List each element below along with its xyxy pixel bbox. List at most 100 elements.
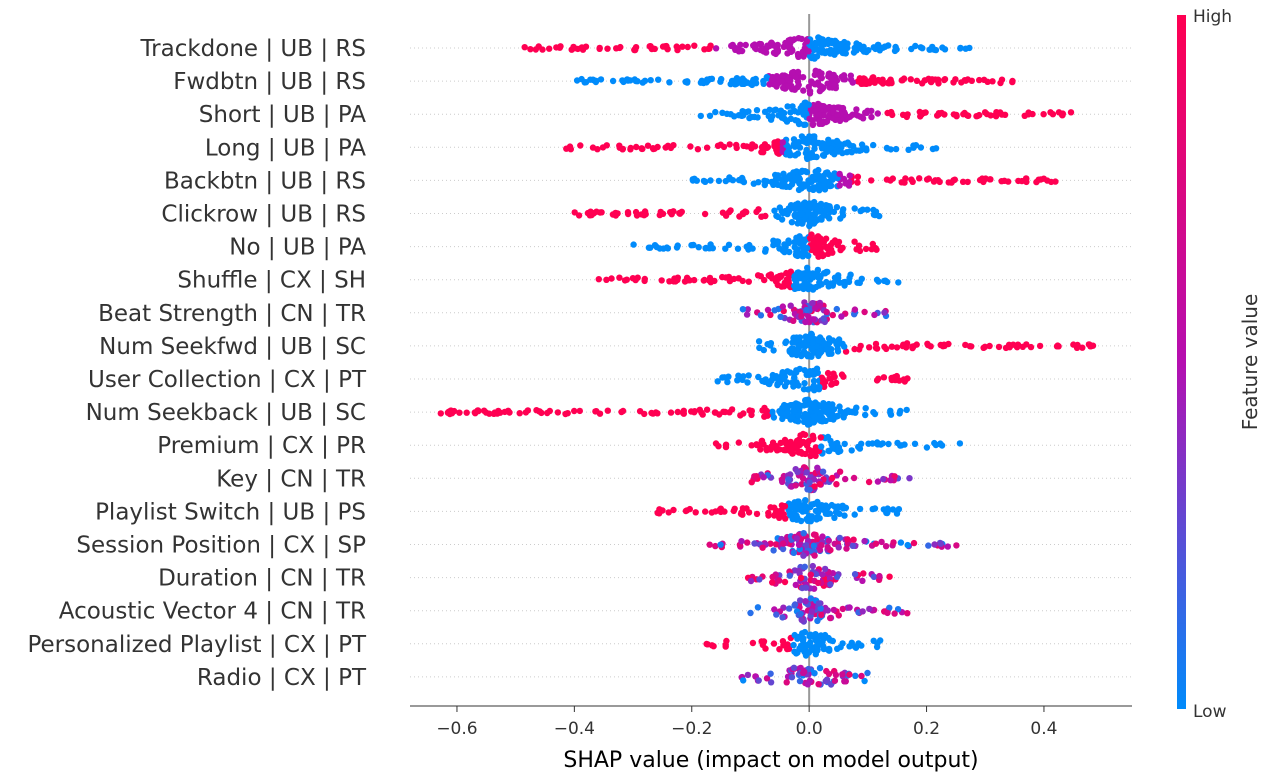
shap-point [589,144,597,151]
shap-point [785,83,792,90]
shap-point [976,76,983,84]
shap-point [703,76,711,83]
shap-point [815,34,822,41]
shap-point [553,44,560,51]
shap-point [798,210,805,218]
shap-point [796,597,804,604]
shap-point [726,141,733,148]
shap-point [744,306,751,313]
shap-point [797,104,804,112]
shap-point [814,646,821,654]
shap-point [808,644,815,651]
shap-point [795,567,802,575]
feature-label: Radio | CX | PT [197,665,367,691]
shap-point [627,77,634,84]
shap-point [796,645,804,652]
shap-point [795,284,803,291]
shap-point [807,235,814,242]
shap-point [506,409,513,416]
shap-point [864,206,871,213]
shap-point [712,542,719,550]
shap-point [759,544,766,551]
shap-point [794,220,801,227]
shap-point [791,601,799,608]
shap-point [748,479,755,486]
shap-point [790,549,797,556]
shap-point [824,607,831,614]
shap-point [962,341,969,349]
shap-point [811,71,818,79]
shap-point [788,181,796,188]
shap-point [806,479,813,486]
shap-point [836,279,843,286]
shap-point [790,664,798,671]
shap-point [794,418,802,425]
shap-point [789,504,796,511]
shap-point [800,121,808,128]
shap-point [755,179,762,186]
shap-point [859,44,866,52]
feature-label: Playlist Switch | UB | PS [95,499,366,525]
shap-point [834,345,841,353]
shap-point [867,77,874,84]
shap-point [858,141,866,148]
shap-point [783,679,790,686]
shap-point [889,506,897,513]
shap-point [819,571,826,578]
shap-point [874,41,882,49]
shap-point [652,409,660,416]
shap-point [777,313,784,320]
shap-point [1054,342,1061,349]
shap-point [778,208,785,215]
shap-point [592,78,600,86]
shap-point [805,101,812,108]
shap-point [748,442,755,449]
shap-point [683,274,691,281]
shap-point [779,303,786,310]
shap-point [853,404,860,411]
shap-point [679,409,687,417]
shap-point [758,143,766,151]
shap-point [814,100,822,108]
shap-point [806,185,813,193]
shap-point [860,75,867,83]
x-tick-label: 0.4 [1030,719,1057,739]
shap-point [794,50,802,58]
shap-point [740,178,748,186]
shap-point [937,441,944,448]
shap-point [951,176,958,183]
shap-point [858,440,865,447]
shap-point [800,530,807,537]
shap-point [776,646,783,653]
shap-point [809,632,817,639]
shap-point [874,478,882,485]
shap-point [763,73,770,81]
shap-point [744,539,751,546]
shap-point [706,45,713,52]
shap-point [828,75,835,83]
feature-label: Num Seekback | UB | SC [86,400,366,426]
shap-point [823,346,831,353]
shap-point [815,600,823,607]
shap-point [726,409,733,416]
shap-point [783,338,790,345]
shap-point [744,379,751,386]
shap-point [950,111,958,118]
shap-point [779,638,787,645]
shap-point [919,45,926,52]
shap-point [811,413,818,421]
shap-point [803,306,810,314]
shap-point [746,407,753,414]
shap-point [739,75,746,82]
shap-point [851,205,858,212]
shap-point [792,581,799,589]
shap-point [592,408,599,415]
shap-point [803,542,810,549]
shap-point [793,347,801,355]
shap-point [707,177,714,184]
shap-point [831,373,838,380]
shap-point [720,408,727,415]
shap-point [801,502,808,510]
shap-point [794,68,802,76]
shap-point [810,450,817,457]
